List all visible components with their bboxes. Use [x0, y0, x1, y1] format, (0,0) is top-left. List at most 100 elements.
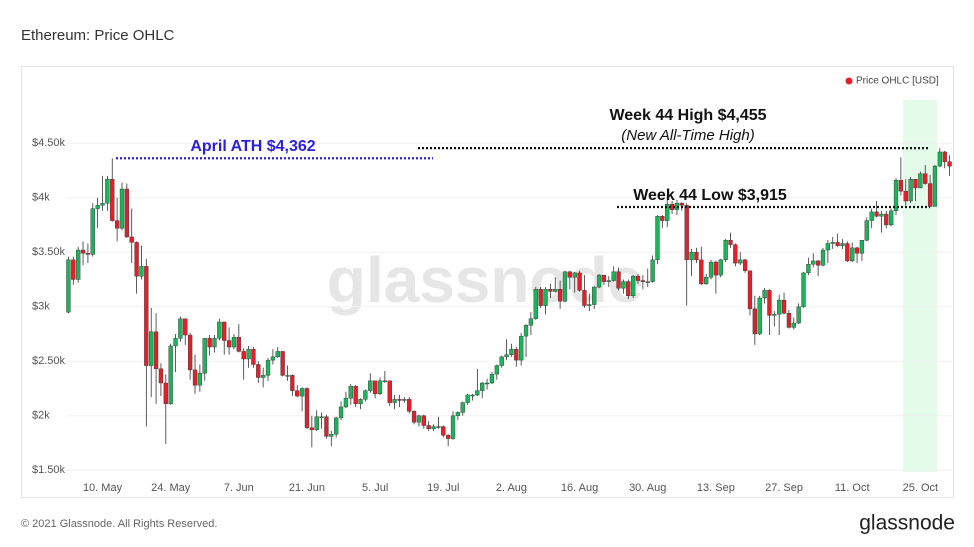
candle-body	[455, 412, 461, 416]
candle-body	[153, 331, 159, 370]
candle-body	[226, 340, 232, 348]
candle-body	[830, 242, 835, 244]
candle-body	[519, 335, 524, 361]
candle-body	[426, 425, 431, 429]
candle-body	[650, 259, 655, 282]
week-highlight	[903, 100, 937, 472]
candle-body	[90, 208, 95, 255]
candle-body	[908, 178, 913, 202]
candle-body	[100, 202, 105, 206]
candle-body	[76, 249, 81, 280]
candle-body	[421, 415, 426, 426]
candle-body	[187, 334, 193, 371]
candle-body	[256, 364, 261, 378]
candle-body	[874, 211, 879, 217]
candle-body	[869, 211, 874, 221]
candle-body	[158, 368, 164, 384]
candle-body	[129, 236, 134, 243]
candle-body	[431, 426, 436, 429]
candle-body	[820, 249, 826, 266]
candle-body	[689, 252, 694, 261]
candle-body	[149, 331, 154, 366]
candle-body	[368, 380, 373, 391]
candle-body	[738, 259, 743, 264]
candle-body	[742, 259, 748, 271]
candle-body	[197, 372, 203, 386]
candle-body	[441, 426, 446, 436]
candle-body	[329, 434, 334, 437]
candle-body	[387, 380, 392, 403]
candle-body	[567, 271, 572, 278]
candle-body	[95, 205, 100, 209]
candle-body	[601, 274, 607, 282]
y-tick-label: $2k	[32, 410, 50, 422]
candle-body	[611, 271, 616, 281]
candle-body	[363, 390, 368, 400]
candle-body	[402, 399, 407, 401]
candle-body	[747, 270, 753, 310]
candle-body	[772, 314, 777, 316]
candle-body	[752, 308, 757, 335]
candle-body	[446, 435, 451, 439]
candle-body	[616, 271, 621, 289]
candle-body	[937, 151, 942, 167]
candle-body	[110, 178, 115, 221]
candle-body	[864, 220, 869, 241]
candle-body	[918, 173, 923, 189]
candle-body	[105, 178, 110, 204]
candle-body	[840, 243, 845, 246]
candle-body	[261, 375, 266, 378]
candle-body	[377, 380, 383, 395]
candle-body	[348, 386, 353, 399]
candle-body	[572, 272, 577, 278]
candle-body	[596, 274, 602, 288]
candle-body	[923, 173, 928, 184]
candle-body	[708, 261, 714, 278]
candle-body	[825, 243, 831, 251]
candle-body	[124, 188, 129, 238]
candle-body	[718, 259, 723, 276]
candle-body	[144, 266, 149, 366]
candle-body	[139, 266, 144, 277]
candle-body	[927, 183, 933, 207]
candle-body	[796, 306, 801, 324]
candle-body	[562, 271, 568, 302]
x-tick-label: 7. Jun	[224, 482, 254, 494]
candle-body	[231, 337, 237, 348]
candle-body	[251, 349, 256, 365]
x-tick-label: 25. Oct	[903, 482, 938, 494]
candle-body	[635, 275, 641, 281]
candle-body	[557, 289, 563, 302]
candle-body	[577, 272, 582, 291]
candle-body	[285, 375, 290, 377]
candle-body	[528, 318, 534, 326]
legend-swatch	[845, 77, 853, 85]
annotation-subtext: (New All-Time High)	[621, 127, 755, 144]
annotation-text: April ATH $4,362	[190, 138, 315, 155]
candle-body	[334, 417, 339, 435]
candle-body	[762, 290, 767, 299]
candle-body	[295, 390, 300, 397]
candle-body	[270, 356, 276, 361]
candle-body	[489, 374, 495, 384]
candle-body	[850, 247, 855, 262]
candle-body	[694, 252, 699, 261]
candle-body	[898, 180, 904, 192]
candle-body	[815, 260, 821, 266]
candle-body	[217, 321, 222, 339]
candle-body	[290, 375, 295, 391]
legend-label: Price OHLC [USD]	[856, 76, 939, 87]
candle-body	[222, 321, 227, 341]
candle-body	[450, 415, 456, 439]
candle-body	[757, 297, 762, 335]
y-tick-label: $3k	[32, 301, 50, 313]
candle-body	[679, 202, 684, 206]
candle-body	[884, 213, 889, 226]
candle-body	[134, 242, 139, 277]
candle-body	[470, 394, 475, 397]
candle-body	[353, 386, 358, 404]
candle-body	[114, 220, 120, 229]
candle-body	[382, 380, 388, 383]
